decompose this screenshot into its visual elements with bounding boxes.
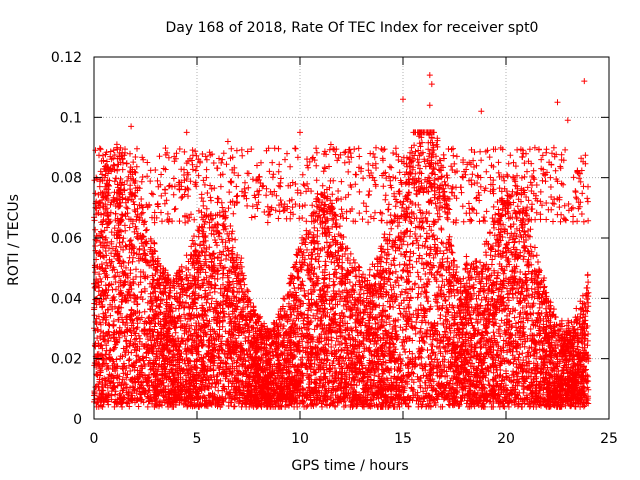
x-tick-label: 15	[394, 431, 412, 447]
axis-ticks: 0 5 10 15 20 25 0 0.02 0.04 0.06 0.08 0.1 0.12	[51, 50, 618, 447]
y-tick-label: 0.1	[60, 110, 82, 126]
x-tick-label: 5	[193, 431, 202, 447]
x-tick-label: 25	[600, 431, 618, 447]
y-axis-label: ROTI / TECUs	[6, 194, 22, 286]
y-tick-label: 0.12	[51, 50, 82, 66]
y-tick-label: 0	[73, 412, 82, 428]
x-tick-label: 0	[90, 431, 99, 447]
y-tick-label: 0.06	[51, 231, 82, 247]
y-tick-label: 0.02	[51, 352, 82, 368]
x-tick-label: 10	[291, 431, 309, 447]
y-tick-label: 0.04	[51, 291, 82, 307]
roti-point-markers	[91, 72, 592, 410]
x-tick-label: 20	[497, 431, 515, 447]
chart-title: Day 168 of 2018, Rate Of TEC Index for r…	[166, 20, 539, 36]
data-points	[91, 72, 592, 410]
x-axis-label: GPS time / hours	[291, 458, 408, 474]
y-tick-label: 0.08	[51, 171, 82, 187]
